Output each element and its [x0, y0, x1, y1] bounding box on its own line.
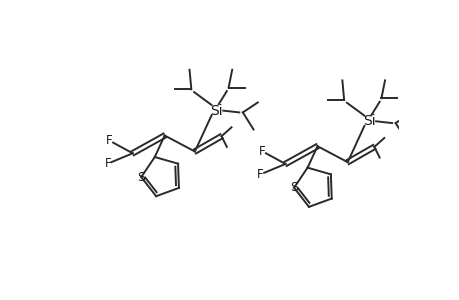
- Text: S: S: [290, 181, 297, 194]
- Text: Si: Si: [209, 103, 222, 118]
- Text: Si: Si: [362, 114, 375, 128]
- Text: F: F: [257, 168, 263, 181]
- Text: S: S: [137, 171, 145, 184]
- Text: F: F: [106, 134, 112, 147]
- Text: F: F: [104, 158, 111, 170]
- Text: F: F: [258, 145, 265, 158]
